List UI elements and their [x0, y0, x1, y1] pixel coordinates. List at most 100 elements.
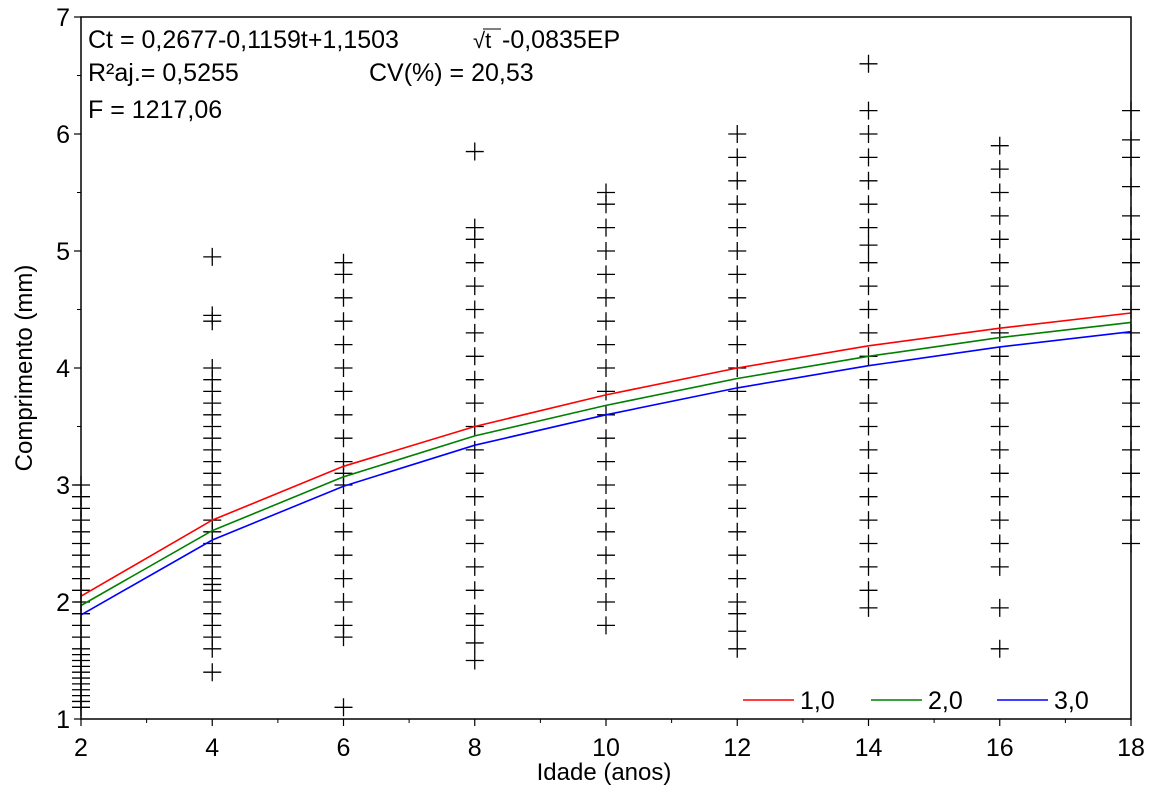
observation-point [465, 651, 484, 670]
observation-point [859, 534, 878, 553]
observation-point [859, 417, 878, 436]
equation-sqrt: √t [473, 28, 491, 53]
observation-point [990, 557, 1009, 576]
observation-point [859, 323, 878, 342]
observation-point [334, 499, 353, 518]
observation-point [728, 593, 747, 611]
observation-point [990, 534, 1009, 553]
observation-point [859, 394, 878, 413]
x-tick-label: 4 [205, 734, 219, 762]
observation-point [597, 335, 615, 354]
observation-point [990, 253, 1009, 272]
observation-point [990, 206, 1009, 225]
observation-point [203, 359, 222, 377]
observation-point [990, 440, 1009, 459]
observation-point [728, 288, 747, 307]
observation-point [465, 142, 484, 161]
observation-point [859, 487, 878, 506]
series-line-1-0 [80, 312, 1132, 597]
observation-point [465, 440, 484, 459]
observation-point [728, 429, 747, 448]
cv-annotation: CV(%) = 20,53 [369, 59, 534, 87]
observation-point [597, 616, 615, 635]
observation-point [859, 236, 878, 255]
observation-point [728, 522, 747, 541]
observation-point [728, 195, 747, 214]
observation-point [859, 511, 878, 530]
observation-point [859, 598, 878, 617]
observation-point [859, 218, 878, 237]
y-tick-label: 3 [56, 472, 70, 500]
observation-point [334, 405, 353, 424]
observation-point [859, 277, 878, 296]
observation-point [597, 429, 615, 448]
observation-point [203, 247, 222, 266]
observation-point [334, 312, 353, 331]
observation-point [334, 522, 353, 541]
observation-point [859, 125, 878, 143]
observation-point [728, 639, 747, 658]
x-tick-label: 2 [74, 734, 88, 762]
observation-point [465, 253, 484, 272]
observation-point [728, 171, 747, 190]
observation-point [465, 218, 484, 237]
observation-point [597, 499, 615, 518]
observation-point [728, 382, 747, 401]
observation-point [334, 593, 353, 611]
plot-frame [80, 16, 1132, 720]
observation-point [859, 148, 878, 167]
legend-label: 3,0 [1054, 687, 1089, 715]
observation-point [728, 452, 747, 471]
observation-point [728, 405, 747, 424]
observation-point [728, 476, 747, 494]
observation-point [203, 663, 222, 682]
y-tick-label: 4 [56, 355, 70, 383]
observation-point [597, 522, 615, 541]
series-line-3-0 [80, 330, 1132, 616]
y-tick-label: 5 [56, 238, 70, 266]
y-axis-title: Comprimento (mm) [11, 265, 38, 472]
observation-point [728, 569, 747, 588]
observation-point [990, 183, 1009, 202]
observation-point [990, 300, 1009, 319]
observation-point [597, 312, 615, 331]
observation-point [728, 499, 747, 518]
x-tick-label: 12 [723, 734, 751, 762]
observation-point [990, 417, 1009, 436]
observation-point [859, 300, 878, 319]
y-tick-label: 1 [56, 706, 70, 734]
observation-point [859, 370, 878, 389]
observation-point [990, 347, 1009, 366]
observation-point [990, 136, 1009, 155]
observation-point [597, 546, 615, 565]
observation-point [990, 464, 1009, 483]
observation-point [334, 429, 353, 448]
observation-point [728, 335, 747, 354]
x-tick-label: 16 [986, 734, 1014, 762]
observation-point [597, 183, 615, 202]
observation-point [465, 347, 484, 366]
observation-point [990, 160, 1009, 179]
observation-point [465, 604, 484, 623]
observation-point [334, 359, 353, 377]
observation-point [465, 633, 484, 652]
observation-point [597, 452, 615, 471]
f-annotation: F = 1217,06 [88, 96, 222, 124]
legend-label: 2,0 [928, 687, 963, 715]
observation-point [465, 300, 484, 319]
observation-point [334, 546, 353, 565]
y-tick-label: 6 [56, 121, 70, 149]
observation-point [859, 581, 878, 600]
observation-point [859, 253, 878, 272]
observation-point [597, 359, 615, 377]
observation-point [465, 511, 484, 530]
observation-point [990, 511, 1009, 530]
legend: 1,0 2,0 3,0 [743, 687, 1089, 715]
observation-point [859, 54, 878, 73]
equation-prefix: Ct = 0,2677-0,1159t+1,1503 [88, 26, 399, 54]
observation-point [728, 622, 747, 641]
observation-point [859, 557, 878, 576]
observation-point [465, 487, 484, 506]
